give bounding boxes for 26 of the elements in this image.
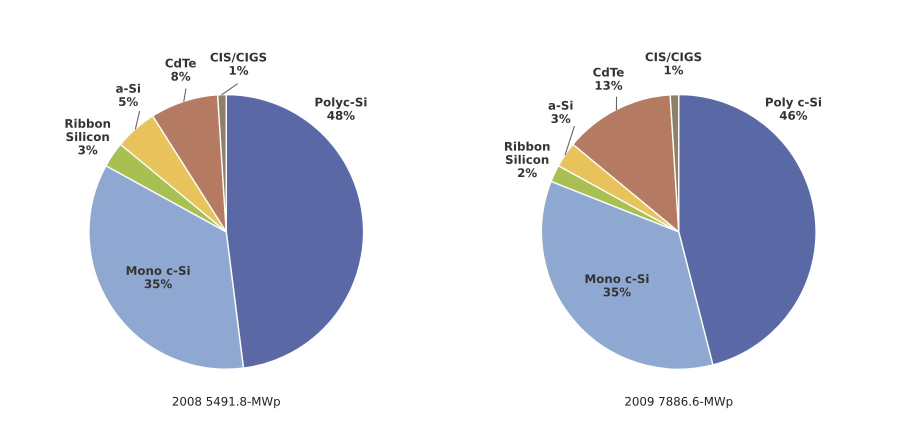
data-label: 2% [518, 168, 537, 178]
slice-label: Ribbon Silicon [504, 142, 550, 164]
slice-label: CdTe [593, 67, 624, 77]
slice-label: Mono c-Si [586, 274, 648, 284]
data-label: 5% [119, 97, 138, 106]
data-label: 35% [144, 279, 172, 288]
data-label: 1% [664, 66, 684, 74]
data-label: 3% [78, 145, 98, 154]
slice-label: CIS/CIGS [210, 52, 266, 63]
data-label: 3% [551, 114, 570, 124]
data-label: 13% [596, 80, 622, 90]
slice-label: Polyc-Si [316, 97, 366, 109]
slice-label: Ribbon Silicon [66, 118, 110, 142]
text: 2008 5491.8-MWp [172, 396, 280, 408]
data-label: 48% [327, 110, 355, 120]
slice-label: Mono c-Si [126, 266, 190, 276]
data-label: 46% [780, 110, 808, 120]
text: 2009 7886.6-MWp [625, 396, 732, 408]
data-label: 35% [604, 287, 631, 296]
data-label: 1% [230, 66, 248, 75]
slice-label: CdTe [165, 58, 196, 68]
slice-label: a-Si [548, 100, 572, 110]
data-label: 8% [171, 72, 190, 81]
slice-label: Poly c-Si [766, 97, 821, 109]
slice-label: CIS/CIGS [646, 52, 702, 62]
slice-label: a-Si [116, 84, 140, 93]
